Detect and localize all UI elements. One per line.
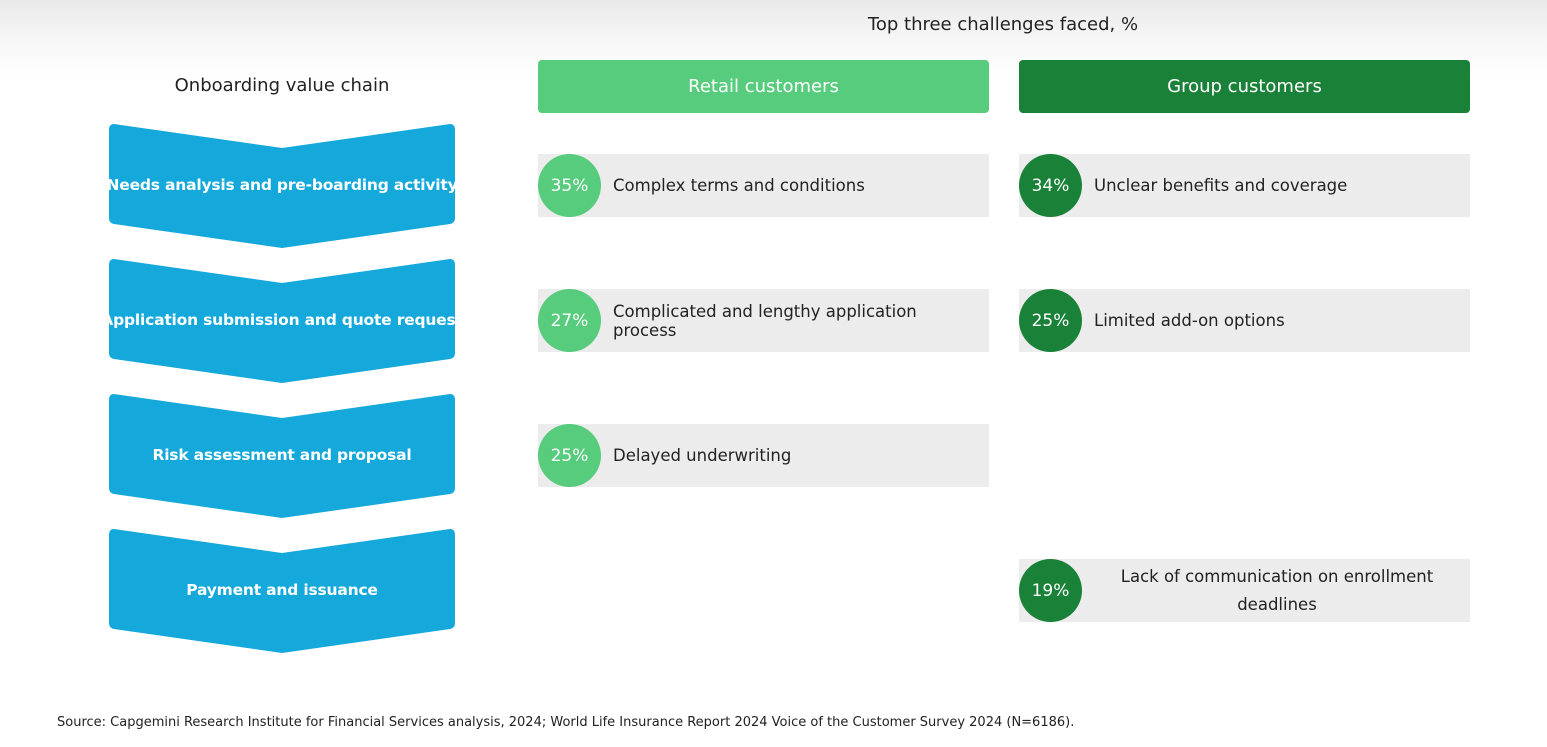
challenge-text: Unclear benefits and coverage — [1094, 176, 1348, 195]
retail-challenge-row: 35% Complex terms and conditions — [538, 154, 989, 217]
percentage-badge: 27% — [538, 289, 601, 352]
step-label: Needs analysis and pre-boarding activity — [106, 176, 458, 194]
challenge-text: Complicated and lengthy application proc… — [613, 301, 917, 340]
challenge-text-content: Lack of communication on enrollment dead… — [1120, 566, 1434, 614]
value-chain-step: Needs analysis and pre-boarding activity — [106, 124, 458, 248]
percentage-badge: 34% — [1019, 154, 1082, 217]
step-label: Application submission and quote request — [101, 311, 463, 329]
percentage-badge: 25% — [1019, 289, 1082, 352]
percentage-badge: 19% — [1019, 559, 1082, 622]
value-chain-title: Onboarding value chain — [174, 75, 390, 96]
challenge-text: Limited add-on options — [1094, 311, 1285, 330]
challenge-text: Complex terms and conditions — [613, 176, 865, 195]
step-label: Payment and issuance — [186, 581, 378, 599]
chart-title: Top three challenges faced, % — [867, 14, 1139, 35]
value-chain-step: Risk assessment and proposal — [108, 394, 456, 518]
challenge-text: Delayed underwriting — [613, 446, 792, 465]
retail-customers-header: Retail customers — [538, 60, 989, 113]
challenge-text: Lack of communication on enrollment dead… — [1094, 559, 1460, 622]
value-chain-step: Application submission and quote request — [101, 259, 463, 383]
group-challenge-row: 34% Unclear benefits and coverage — [1019, 154, 1470, 217]
percentage-badge: 25% — [538, 424, 601, 487]
source-note: Source: Capgemini Research Institute for… — [57, 715, 1075, 730]
chevron-shape — [109, 529, 455, 653]
chevron-shape — [109, 259, 455, 383]
group-challenge-row: 19% Lack of communication on enrollment … — [1019, 559, 1470, 622]
group-customers-header: Group customers — [1019, 60, 1470, 113]
retail-challenge-row: 25% Delayed underwriting — [538, 424, 989, 487]
chevron-shape — [109, 124, 455, 248]
percentage-badge: 35% — [538, 154, 601, 217]
chevron-shape — [109, 394, 455, 518]
value-chain-step: Payment and issuance — [108, 529, 456, 653]
group-challenge-row: 25% Limited add-on options — [1019, 289, 1470, 352]
retail-challenge-row: 27% Complicated and lengthy application … — [538, 289, 989, 352]
step-label: Risk assessment and proposal — [152, 446, 412, 464]
